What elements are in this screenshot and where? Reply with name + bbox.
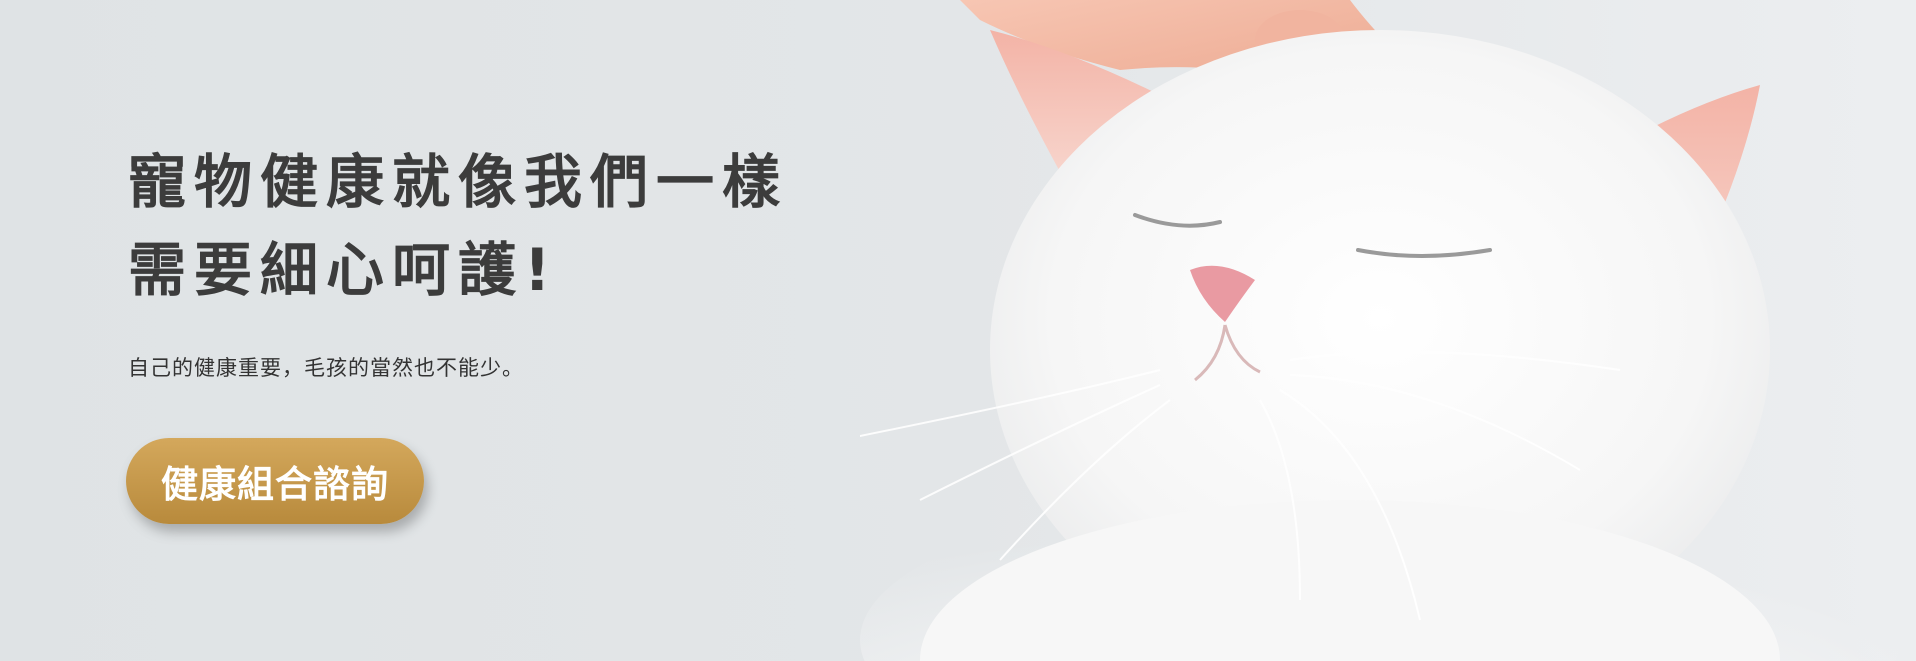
hero-headline: 寵物健康就像我們一樣 需要細心呵護! (128, 138, 888, 314)
headline-line-2: 需要細心呵護! (128, 236, 559, 304)
health-consultation-button[interactable]: 健康組合諮詢 (126, 438, 424, 524)
hero-subtitle: 自己的健康重要，毛孩的當然也不能少。 (128, 356, 524, 380)
white-cat-photo (860, 0, 1916, 661)
hero-copy: 寵物健康就像我們一樣 需要細心呵護! 自己的健康重要，毛孩的當然也不能少。 (128, 138, 888, 382)
headline-line-1: 寵物健康就像我們一樣 (128, 148, 789, 216)
